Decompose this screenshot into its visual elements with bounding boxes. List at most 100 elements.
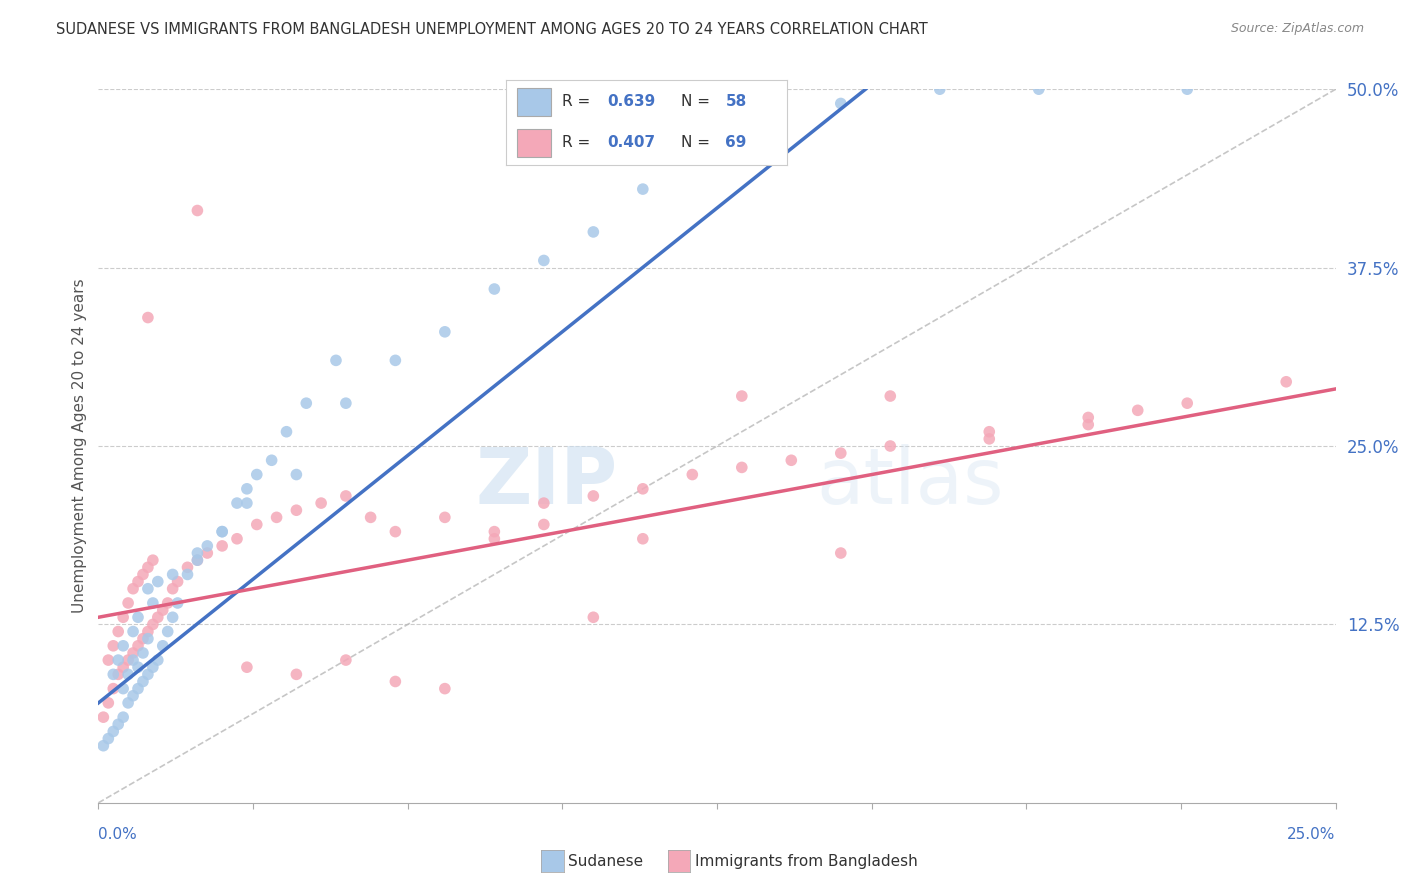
Point [211, 524, 233, 539]
Point [731, 460, 754, 475]
Point [112, 710, 135, 724]
Point [979, 425, 1001, 439]
Point [276, 425, 298, 439]
Point [384, 524, 406, 539]
Point [127, 639, 149, 653]
Point [631, 532, 654, 546]
Point [1275, 375, 1298, 389]
Point [533, 517, 555, 532]
Point [146, 653, 169, 667]
Point [103, 681, 125, 696]
Text: SUDANESE VS IMMIGRANTS FROM BANGLADESH UNEMPLOYMENT AMONG AGES 20 TO 24 YEARS CO: SUDANESE VS IMMIGRANTS FROM BANGLADESH U… [56, 22, 928, 37]
Point [132, 632, 155, 646]
Point [266, 510, 288, 524]
Point [879, 439, 901, 453]
Point [211, 524, 233, 539]
Point [152, 639, 174, 653]
Point [236, 482, 259, 496]
Point [156, 596, 179, 610]
Point [97, 653, 120, 667]
Point [122, 689, 145, 703]
Point [127, 681, 149, 696]
Point [103, 667, 125, 681]
Point [146, 610, 169, 624]
Point [731, 139, 754, 153]
Text: 0.407: 0.407 [607, 135, 655, 150]
Point [117, 596, 139, 610]
Point [122, 653, 145, 667]
Text: R =: R = [562, 135, 596, 150]
Point [582, 610, 605, 624]
Point [246, 467, 269, 482]
Point [166, 596, 188, 610]
Point [780, 453, 803, 467]
Point [211, 539, 233, 553]
Text: Sudanese: Sudanese [568, 855, 643, 869]
Point [285, 667, 308, 681]
Point [236, 660, 259, 674]
Point [226, 532, 249, 546]
Text: Source: ZipAtlas.com: Source: ZipAtlas.com [1230, 22, 1364, 36]
Text: atlas: atlas [815, 443, 1004, 520]
Point [176, 567, 198, 582]
Point [433, 681, 456, 696]
Y-axis label: Unemployment Among Ages 20 to 24 years: Unemployment Among Ages 20 to 24 years [72, 278, 87, 614]
Text: 0.639: 0.639 [607, 95, 655, 110]
Point [433, 325, 456, 339]
Point [484, 282, 506, 296]
Point [285, 503, 308, 517]
Point [1175, 396, 1198, 410]
Text: N =: N = [681, 95, 714, 110]
Point [112, 681, 135, 696]
Point [136, 310, 159, 325]
Point [156, 624, 179, 639]
Point [112, 610, 135, 624]
Point [731, 389, 754, 403]
Point [166, 574, 188, 589]
Text: Immigrants from Bangladesh: Immigrants from Bangladesh [695, 855, 917, 869]
Point [127, 660, 149, 674]
Point [533, 253, 555, 268]
Point [97, 731, 120, 746]
Point [186, 203, 208, 218]
Point [830, 96, 852, 111]
Point [103, 639, 125, 653]
Point [195, 539, 218, 553]
Point [162, 610, 184, 624]
Point [533, 496, 555, 510]
Point [162, 582, 184, 596]
Point [830, 546, 852, 560]
Point [152, 603, 174, 617]
Point [484, 524, 506, 539]
Point [107, 624, 129, 639]
Point [681, 467, 703, 482]
Bar [517, 128, 551, 157]
Point [295, 396, 318, 410]
Point [117, 653, 139, 667]
Point [195, 546, 218, 560]
Point [830, 446, 852, 460]
Point [146, 574, 169, 589]
Point [1028, 82, 1050, 96]
Point [122, 624, 145, 639]
Point [176, 560, 198, 574]
Point [384, 674, 406, 689]
Point [879, 389, 901, 403]
Point [93, 710, 115, 724]
Point [107, 667, 129, 681]
Point [136, 560, 159, 574]
Point [127, 574, 149, 589]
Point [246, 517, 269, 532]
Point [142, 596, 165, 610]
Text: 58: 58 [725, 95, 747, 110]
Point [979, 432, 1001, 446]
Point [582, 225, 605, 239]
Point [142, 660, 165, 674]
Point [107, 653, 129, 667]
Point [122, 646, 145, 660]
Point [117, 696, 139, 710]
Point [186, 553, 208, 567]
Point [112, 660, 135, 674]
Point [97, 696, 120, 710]
Point [433, 510, 456, 524]
